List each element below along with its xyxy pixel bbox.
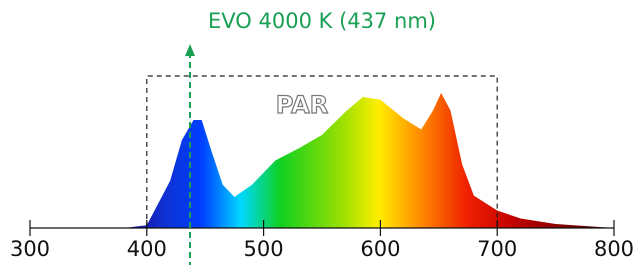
x-tick-label: 800 [594, 237, 634, 261]
spectrum-area [123, 93, 614, 228]
annotation-label: EVO 4000 K (437 nm) [208, 9, 436, 33]
x-tick-label: 500 [244, 237, 284, 261]
x-tick-label: 300 [10, 237, 50, 261]
region-label: PAR [276, 91, 328, 119]
chart: PAR 300 400 500 600 700 800 EVO 4000 K (437 nm) [0, 0, 644, 265]
annotation-arrow [185, 44, 195, 56]
x-tick-label: 600 [360, 237, 400, 261]
x-tick-label: 700 [477, 237, 517, 261]
x-tick-label: 400 [127, 237, 167, 261]
